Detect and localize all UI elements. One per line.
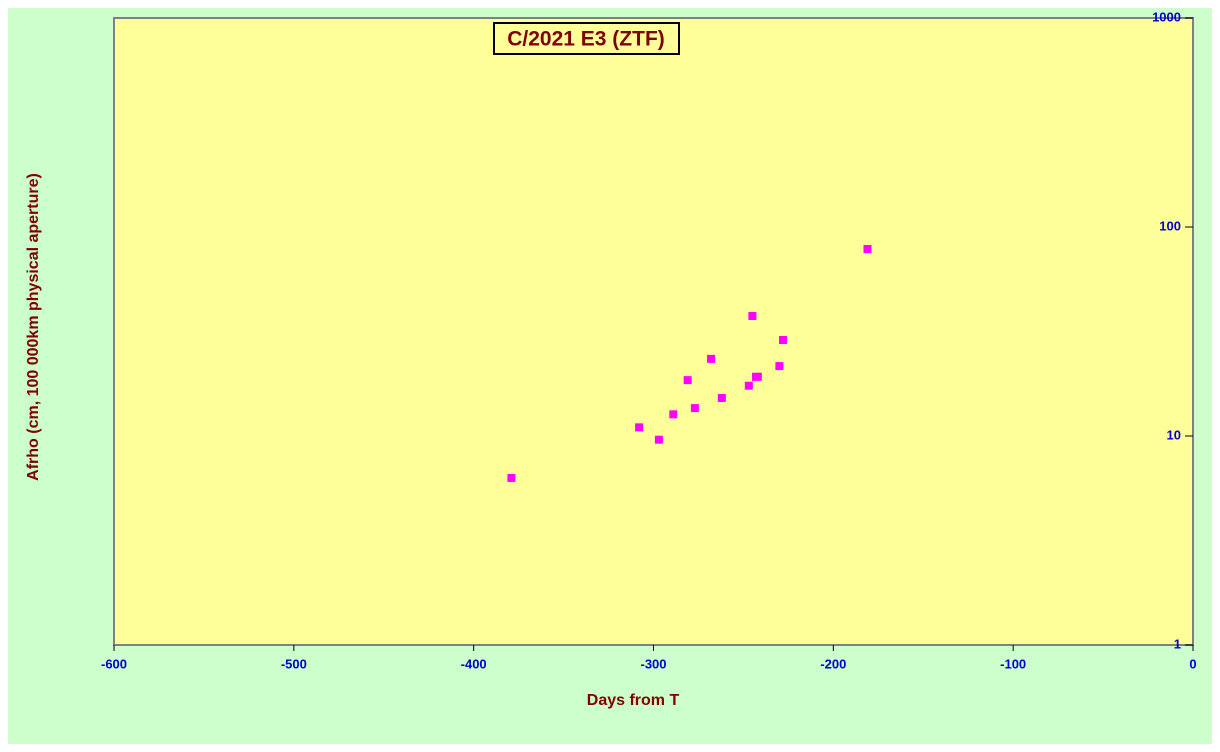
point: [683, 376, 692, 385]
x-tick-label: -600: [101, 656, 127, 671]
x-axis-title: Days from T: [587, 692, 680, 709]
y-tick-label: 100: [1159, 218, 1181, 233]
point: [775, 362, 784, 371]
x-tick-label: -400: [461, 656, 487, 671]
point: [507, 473, 516, 482]
plot-area: [113, 17, 1194, 646]
chart-title: C/2021 E3 (ZTF): [507, 28, 665, 51]
point: [753, 372, 762, 381]
point: [778, 335, 787, 344]
y-tick-label: 10: [1167, 427, 1181, 442]
point: [669, 410, 678, 419]
point: [744, 381, 753, 390]
x-tick-label: -300: [640, 656, 666, 671]
y-tick-label: 1000: [1152, 9, 1181, 24]
point: [717, 393, 726, 402]
point: [635, 423, 644, 432]
point: [654, 435, 663, 444]
y-tick-label: 1: [1174, 636, 1181, 651]
x-tick-label: -100: [1000, 656, 1026, 671]
point: [748, 312, 757, 321]
point: [863, 244, 872, 253]
title-box: [493, 22, 680, 55]
y-axis-title: Afrho (cm, 100 000km physical aperture): [25, 173, 42, 481]
x-tick-label: -500: [281, 656, 307, 671]
x-tick-label: 0: [1189, 656, 1196, 671]
point: [690, 404, 699, 413]
x-tick-label: -200: [820, 656, 846, 671]
point: [707, 354, 716, 363]
